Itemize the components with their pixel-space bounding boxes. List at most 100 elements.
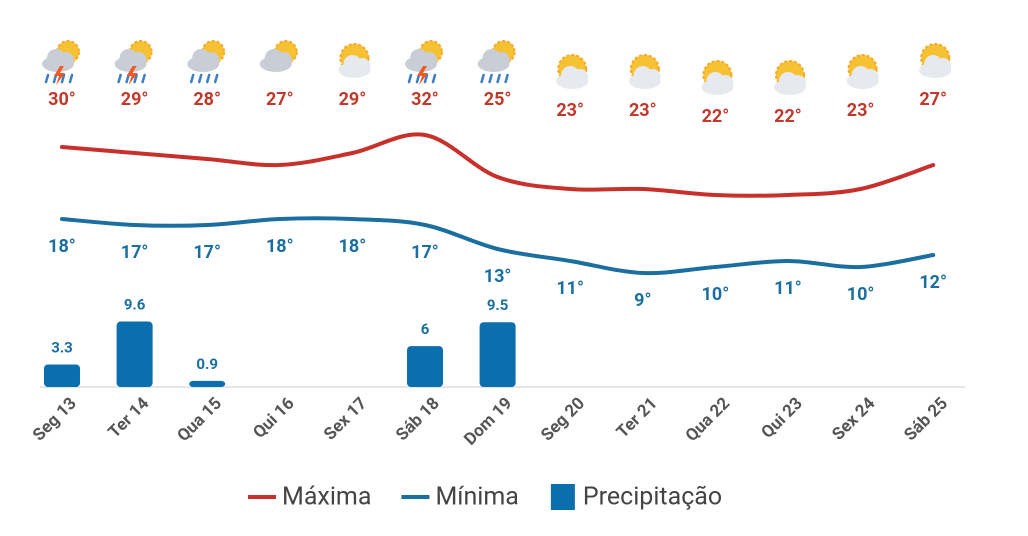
rain-drop — [44, 73, 50, 84]
rain-drop — [480, 73, 485, 84]
temp-label: 25° — [484, 89, 512, 110]
weather-icon — [774, 60, 806, 95]
weather-icon — [477, 40, 516, 84]
precip-bar — [479, 322, 516, 387]
temp-label: 30° — [48, 89, 76, 110]
temp-line — [60, 216, 936, 276]
cloud — [354, 58, 371, 74]
x-tick-label: Sex 17 — [320, 393, 371, 444]
temp-label: 28° — [193, 89, 221, 110]
temp-label: 10° — [702, 284, 730, 305]
precip-label: 6 — [421, 320, 430, 338]
temp-label: 23° — [556, 100, 584, 121]
rain-drop — [133, 73, 138, 84]
precip-bar — [44, 364, 80, 387]
weather-icon — [259, 40, 298, 72]
x-tick-label: Sex 24 — [828, 393, 879, 444]
precip-bar — [189, 380, 226, 387]
rain-drop — [415, 73, 421, 84]
rain-drop — [52, 73, 58, 84]
rain-drop — [189, 73, 195, 84]
rain-drop — [60, 73, 66, 84]
weather-icon — [846, 54, 879, 89]
cloud — [421, 52, 437, 68]
temp-label: 11° — [556, 278, 584, 299]
temp-label: 27° — [919, 89, 947, 110]
cloud — [790, 75, 806, 91]
temp-label: 13° — [484, 266, 512, 287]
x-tick-label: Qua 22 — [682, 393, 735, 446]
x-tick-label: Seg 20 — [537, 394, 589, 446]
temp-label: 18° — [266, 236, 294, 257]
cloud — [644, 69, 661, 85]
weather-icon — [42, 40, 80, 85]
temp-label: 9° — [634, 290, 651, 311]
rain-drop — [496, 73, 501, 84]
weather-icon — [701, 60, 734, 95]
cloud — [58, 52, 74, 68]
precip-bar — [407, 346, 443, 387]
precip-bar — [116, 321, 153, 387]
temp-label: 29° — [121, 89, 149, 110]
legend-label: Precipitação — [583, 483, 722, 512]
legend-swatch — [550, 484, 575, 510]
rain-drop — [141, 73, 146, 84]
temp-label: 17° — [411, 242, 439, 263]
temp-label: 27° — [266, 89, 294, 110]
temp-label: 17° — [193, 242, 221, 263]
temp-label: 10° — [847, 284, 875, 305]
precip-label: 9.6 — [124, 296, 146, 314]
cloud — [572, 69, 589, 85]
rain-drop — [213, 73, 219, 84]
weather-icon — [628, 54, 661, 89]
weather-icon — [556, 54, 589, 89]
temp-label: 29° — [339, 89, 367, 110]
bolt — [417, 66, 428, 85]
rain-drop — [488, 73, 493, 84]
weather-icon — [919, 43, 952, 78]
cloud — [275, 52, 292, 68]
cloud — [935, 58, 952, 74]
weather-icon — [405, 40, 443, 85]
temp-label: 22° — [702, 106, 730, 127]
rain-drop — [407, 73, 413, 84]
temp-label: 23° — [847, 100, 875, 121]
x-tick-label: Qua 15 — [174, 393, 227, 446]
weather-icon — [187, 40, 226, 84]
precip-label: 0.9 — [196, 355, 218, 373]
cloud — [717, 75, 734, 91]
rain-drop — [504, 73, 509, 84]
rain-drop — [423, 73, 429, 84]
rain-drop — [205, 73, 211, 84]
weather-icon — [114, 40, 153, 85]
x-tick-label: Ter 14 — [105, 393, 154, 442]
rain-drop — [117, 73, 122, 84]
x-tick-label: Qui 16 — [249, 393, 298, 442]
precip-label: 9.5 — [487, 296, 509, 314]
cloud — [493, 52, 510, 68]
temp-label: 18° — [339, 236, 367, 257]
rain-drop — [125, 73, 130, 84]
cloud — [862, 69, 879, 85]
x-tick-label: Sáb 18 — [392, 394, 444, 446]
weather-icon — [338, 43, 371, 78]
temp-label: 23° — [629, 100, 657, 121]
x-tick-label: Sáb 25 — [900, 393, 952, 445]
rain-drop — [431, 73, 437, 84]
temp-label: 32° — [411, 89, 439, 110]
temp-label: 22° — [774, 106, 802, 127]
x-tick-label: Ter 21 — [613, 394, 662, 443]
precip-label: 3.3 — [51, 338, 73, 356]
temp-label: 11° — [774, 278, 802, 299]
temp-label: 17° — [121, 242, 149, 263]
x-tick-label: Seg 13 — [29, 394, 81, 446]
legend-label: Mínima — [435, 483, 518, 512]
temp-label: 12° — [919, 272, 947, 293]
rain-drop — [197, 73, 203, 84]
temp-line — [60, 132, 936, 198]
cloud — [203, 52, 220, 68]
cloud — [130, 52, 147, 68]
legend-label: Máxima — [282, 483, 371, 512]
